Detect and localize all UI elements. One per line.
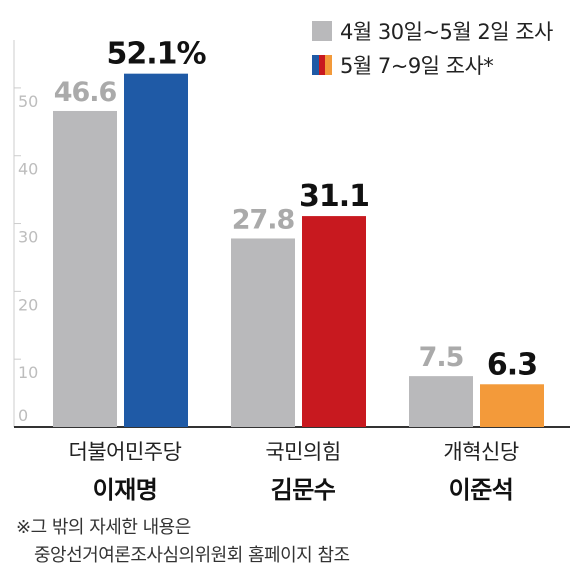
bar [302,216,366,427]
legend-swatch-gray [312,21,332,41]
category-label-reform: 개혁신당 이준석 [396,436,566,505]
footnote-line: ※그 밖의 자세한 내용은 [16,517,191,538]
data-label: 52.1% [106,37,206,72]
legend-item-previous-survey: 4월 30일~5월 2일 조사 [312,14,553,48]
legend-item-current-survey: 5월 7~9일 조사* [312,48,553,82]
party-name: 개혁신당 [443,440,519,464]
candidate-name: 이재명 [92,476,158,504]
legend-label: 5월 7~9일 조사* [340,54,494,78]
bar [480,384,544,427]
bar [53,110,117,427]
candidate-name: 김문수 [270,476,336,504]
data-label: 27.8 [232,204,295,235]
y-tick-label: 30 [18,228,38,247]
data-label: 31.1 [299,179,369,214]
legend-label: 4월 30일~5월 2일 조사 [340,20,553,44]
footnote-line: 중앙선거여론조사심의위원회 홈페이지 참조 [34,545,350,566]
bar [409,376,473,427]
y-tick-label: 40 [18,160,38,179]
category-label-democratic: 더불어민주당 이재명 [40,436,210,505]
data-label: 7.5 [419,342,464,373]
data-label: 6.3 [487,347,537,382]
bar [124,73,188,428]
candidate-name: 이준석 [448,476,514,504]
legend: 4월 30일~5월 2일 조사 5월 7~9일 조사* [312,14,553,82]
y-tick-label: 50 [18,92,38,111]
party-name: 더불어민주당 [68,440,182,464]
bar [231,238,295,427]
y-tick-label: 10 [18,363,38,382]
footnote: ※그 밖의 자세한 내용은 중앙선거여론조사심의위원회 홈페이지 참조 [16,514,350,570]
category-label-ppp: 국민의힘 김문수 [218,436,388,505]
data-label: 46.6 [54,77,117,108]
party-name: 국민의힘 [265,440,341,464]
y-tick-label: 0 [18,406,28,425]
y-tick-label: 20 [18,295,38,314]
legend-swatch-tricolor [312,55,333,75]
